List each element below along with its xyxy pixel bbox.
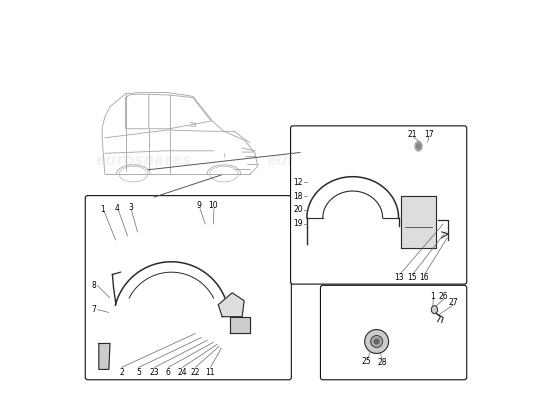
Text: 9: 9 [197,202,202,210]
Circle shape [374,339,379,344]
Text: 23: 23 [150,368,160,377]
Polygon shape [230,317,250,333]
Ellipse shape [431,306,438,314]
Text: 18: 18 [293,192,303,200]
Text: eurospares: eurospares [267,153,363,168]
Polygon shape [400,196,437,248]
Text: 5: 5 [136,368,141,377]
Text: eurospares: eurospares [303,233,390,247]
Text: 17: 17 [424,130,434,139]
FancyBboxPatch shape [321,285,467,380]
Text: 28: 28 [377,358,387,367]
Circle shape [365,330,389,354]
Text: 8: 8 [91,281,96,290]
Text: eurospares: eurospares [100,293,187,307]
Text: 3: 3 [128,204,133,212]
Text: 6: 6 [166,368,170,377]
Text: 10: 10 [208,202,218,210]
Text: 22: 22 [190,368,200,377]
Text: 25: 25 [362,357,371,366]
Text: 24: 24 [178,368,188,377]
Text: 7: 7 [91,305,96,314]
Text: 27: 27 [449,298,458,307]
Text: 12: 12 [293,178,303,186]
FancyBboxPatch shape [290,126,467,284]
Text: 2: 2 [119,368,124,377]
Text: 19: 19 [293,220,303,228]
Ellipse shape [416,143,421,149]
Text: 15: 15 [407,273,416,282]
Text: 13: 13 [394,273,403,282]
Text: 20: 20 [293,206,303,214]
Text: eurospares: eurospares [95,153,192,168]
Text: 16: 16 [420,273,430,282]
Text: 1: 1 [430,292,435,301]
Ellipse shape [415,142,422,151]
FancyBboxPatch shape [85,196,292,380]
Circle shape [371,336,383,348]
Text: 26: 26 [438,292,448,301]
Polygon shape [99,344,110,370]
Text: 21: 21 [408,130,417,139]
Text: 4: 4 [115,204,120,213]
Text: 1: 1 [101,206,105,214]
Text: 11: 11 [206,368,215,377]
Polygon shape [218,293,244,317]
